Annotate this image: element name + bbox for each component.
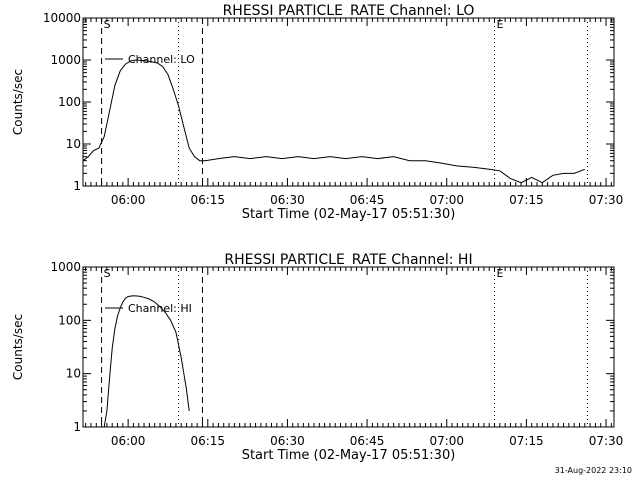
hi-x-tick-label: 06:15 [190, 434, 225, 448]
hi-x-tick-label: 06:45 [350, 434, 385, 448]
lo-y-tick-label: 10000 [43, 11, 81, 25]
hi-marker-label: S [104, 267, 111, 280]
hi-marker-label: E [497, 267, 504, 280]
hi-x-tick-label: 07:30 [589, 434, 624, 448]
hi-plot-frame [82, 266, 615, 428]
lo-y-axis-label: Counts/sec [11, 69, 25, 135]
lo-y-tick-label: 100 [58, 95, 81, 109]
lo-y-tick-label: 10 [66, 137, 81, 151]
lo-chart-title: RHESSI PARTICLE_RATE Channel: LO [223, 3, 475, 19]
lo-x-tick-label: 06:00 [111, 193, 146, 207]
lo-x-tick-label: 07:15 [509, 193, 544, 207]
lo-marker-label: E [497, 18, 504, 31]
hi-y-tick-label: 10 [66, 367, 81, 381]
hi-channel-panel: RHESSI PARTICLE_RATE Channel: HI 1 10 100 10… [11, 252, 623, 463]
hi-legend-label: Channel: HI [128, 302, 192, 315]
footer-timestamp: 31-Aug-2022 23:10 [555, 466, 632, 475]
lo-x-tick-label: 07:30 [589, 193, 624, 207]
hi-y-tick-label: 1000 [50, 260, 81, 274]
lo-channel-panel: RHESSI PARTICLE_RATE Channel: LO 1 10 100 10… [11, 3, 623, 222]
lo-x-axis-label: Start Time (02-May-17 05:51:30) [242, 207, 456, 222]
lo-x-tick-label: 06:15 [190, 193, 225, 207]
lo-x-tick-label: 06:30 [270, 193, 305, 207]
lo-y-tick-label: 1000 [50, 53, 81, 67]
hi-chart-title: RHESSI PARTICLE_RATE Channel: HI [224, 252, 472, 268]
hi-x-tick-label: 07:15 [509, 434, 544, 448]
lo-y-tick-label: 1 [73, 179, 81, 193]
hi-y-tick-label: 100 [58, 313, 81, 327]
hi-series-line [103, 295, 190, 428]
hi-x-tick-label: 06:00 [111, 434, 146, 448]
lo-series-line [82, 59, 585, 184]
lo-plot-frame [82, 17, 615, 187]
hi-y-tick-label: 1 [73, 420, 81, 434]
lo-legend-label: Channel: LO [128, 53, 195, 66]
hi-x-tick-label: 07:00 [429, 434, 464, 448]
lo-x-tick-label: 06:45 [350, 193, 385, 207]
hi-y-axis-label: Counts/sec [11, 314, 25, 380]
hi-x-axis-label: Start Time (02-May-17 05:51:30) [242, 448, 456, 463]
lo-x-tick-label: 07:00 [429, 193, 464, 207]
lo-marker-label: S [104, 18, 111, 31]
hi-x-tick-label: 06:30 [270, 434, 305, 448]
